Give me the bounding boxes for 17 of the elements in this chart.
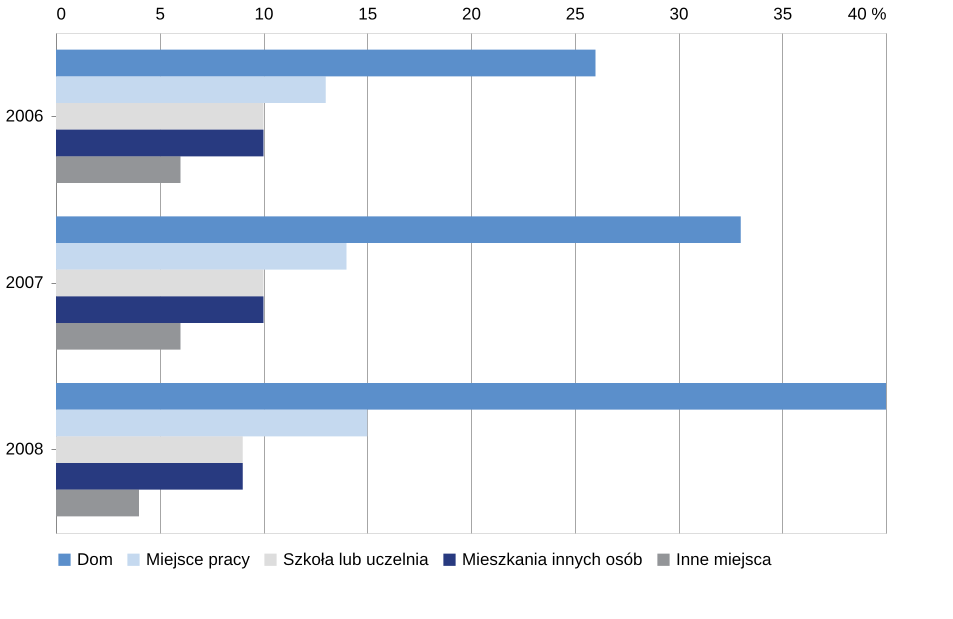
legend-label: Szkoła lub uczelnia bbox=[283, 550, 430, 569]
y-tick-label: 2008 bbox=[6, 440, 44, 459]
x-tick-label: 20 bbox=[462, 4, 481, 24]
legend-label: Inne miejsca bbox=[676, 550, 772, 569]
x-tick-label: 40 % bbox=[848, 4, 886, 24]
legend-label: Dom bbox=[77, 550, 113, 569]
legend-label: Miejsce pracy bbox=[146, 550, 250, 569]
x-tick-label: 30 bbox=[670, 4, 688, 24]
x-tick-label: 10 bbox=[254, 4, 274, 24]
y-tick-label: 2007 bbox=[6, 273, 44, 292]
y-tick-label: 2006 bbox=[6, 106, 44, 126]
x-tick-label: 15 bbox=[358, 4, 378, 24]
x-tick-label: 0 bbox=[56, 4, 66, 24]
x-tick-label: 5 bbox=[156, 4, 165, 24]
x-tick-label: 35 bbox=[773, 4, 792, 24]
legend-label: Mieszkania innych osób bbox=[462, 550, 642, 569]
x-tick-label: 25 bbox=[566, 4, 585, 24]
